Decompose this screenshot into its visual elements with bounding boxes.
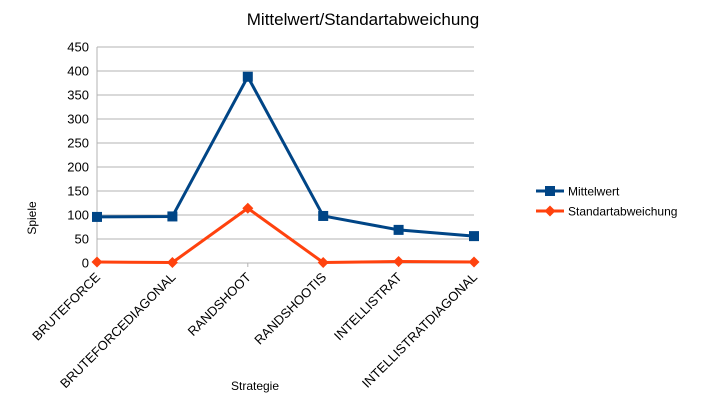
y-tick-label: 150: [67, 184, 89, 199]
series-line: [96, 206, 475, 265]
x-category-label: BRUTEFORCE: [29, 269, 103, 343]
data-point: [242, 202, 254, 214]
y-tick-label: 300: [67, 112, 89, 127]
x-category-label: INTELLISTRAT: [331, 269, 405, 343]
y-tick-label: 450: [67, 40, 89, 55]
y-tick-labels: 0 50 100 150 200 250 300 350 400 450: [67, 40, 89, 271]
y-tick-label: 350: [67, 88, 89, 103]
x-category-label: RANDSHOOT: [185, 269, 254, 338]
legend-label: Standartabweichung: [568, 205, 677, 219]
y-tick-label: 100: [67, 208, 89, 223]
data-point: [317, 257, 329, 269]
legend-label: Mittelwert: [568, 185, 620, 199]
chart-title: Mittelwert/Standartabweichung: [247, 10, 479, 29]
series-line: [96, 75, 475, 238]
x-category-label: RANDSHOOTIS: [251, 269, 329, 347]
y-axis-label: Spiele: [25, 201, 39, 235]
data-point: [91, 256, 103, 268]
data-point: [469, 231, 479, 242]
y-tick-label: 0: [82, 256, 89, 271]
data-point: [468, 256, 480, 268]
x-axis-label: Strategie: [231, 379, 279, 393]
y-tick-label: 50: [75, 232, 89, 247]
legend-marker: [545, 186, 555, 196]
grid: [96, 46, 475, 267]
y-tick-label: 400: [67, 64, 89, 79]
data-point: [393, 256, 405, 268]
data-point: [92, 211, 102, 222]
y-tick-label: 250: [67, 136, 89, 151]
series-layer: [91, 71, 480, 269]
data-point: [166, 257, 178, 269]
legend: Mittelwert Standartabweichung: [536, 185, 677, 219]
y-tick-label: 200: [67, 160, 89, 175]
data-point: [318, 210, 329, 221]
data-point: [393, 224, 404, 235]
data-point: [167, 211, 178, 222]
data-point: [242, 71, 253, 82]
legend-marker: [544, 205, 556, 217]
